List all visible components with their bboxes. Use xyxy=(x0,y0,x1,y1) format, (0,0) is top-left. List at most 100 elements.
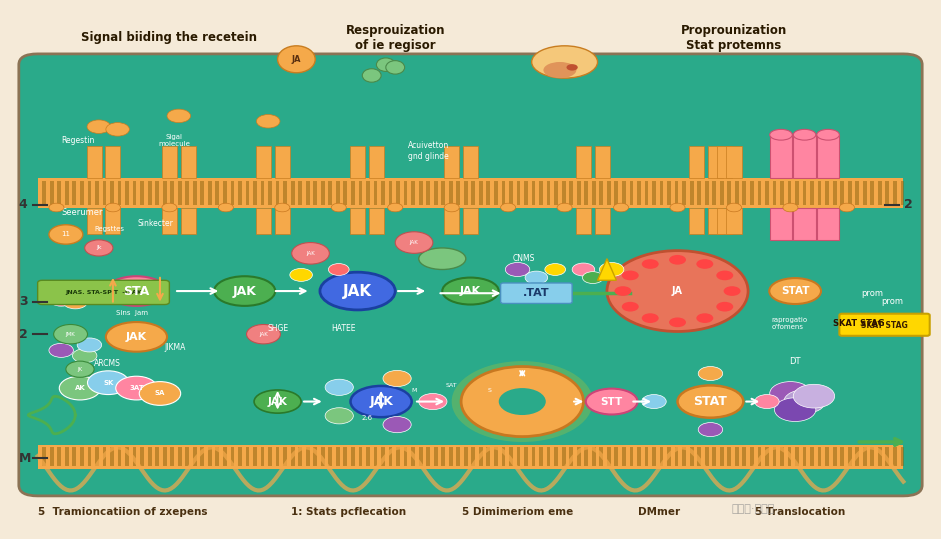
Circle shape xyxy=(505,262,530,277)
Bar xyxy=(795,181,799,205)
Circle shape xyxy=(669,255,686,265)
Bar xyxy=(817,135,839,178)
Text: Sigal
molecule: Sigal molecule xyxy=(158,134,190,147)
Ellipse shape xyxy=(544,62,576,78)
Circle shape xyxy=(331,203,346,212)
Text: AK: AK xyxy=(74,385,86,391)
Bar xyxy=(742,181,746,205)
Bar xyxy=(369,146,384,178)
Bar xyxy=(162,208,177,234)
Bar xyxy=(717,146,732,178)
Bar xyxy=(351,447,355,466)
Bar xyxy=(162,146,177,178)
Bar xyxy=(577,181,581,205)
Bar xyxy=(444,208,459,234)
Text: STA: STA xyxy=(123,285,150,298)
Bar xyxy=(758,447,761,466)
Bar xyxy=(350,146,365,178)
Bar xyxy=(118,447,121,466)
Circle shape xyxy=(63,295,88,309)
Text: Jk: Jk xyxy=(96,245,102,251)
Circle shape xyxy=(218,203,233,212)
Bar xyxy=(170,181,174,205)
Ellipse shape xyxy=(817,129,839,140)
Bar xyxy=(419,181,423,205)
Bar xyxy=(246,447,249,466)
Bar xyxy=(848,447,852,466)
Bar xyxy=(471,181,475,205)
Bar xyxy=(576,208,591,234)
Circle shape xyxy=(582,272,603,284)
Circle shape xyxy=(326,407,354,424)
Text: Resprouization
of ie regisor: Resprouization of ie regisor xyxy=(345,24,445,52)
Bar xyxy=(463,208,478,234)
Bar xyxy=(193,181,197,205)
Text: 4: 4 xyxy=(19,198,27,211)
Bar xyxy=(163,181,167,205)
Circle shape xyxy=(452,361,593,442)
Bar xyxy=(298,181,302,205)
Bar xyxy=(256,208,271,234)
Bar xyxy=(291,181,295,205)
Bar xyxy=(95,447,99,466)
Bar xyxy=(793,208,816,240)
Bar xyxy=(374,181,377,205)
Text: JAK: JAK xyxy=(460,286,481,296)
Circle shape xyxy=(770,382,811,405)
Circle shape xyxy=(716,271,733,280)
Bar xyxy=(404,181,407,205)
Bar xyxy=(727,181,731,205)
Bar xyxy=(863,447,867,466)
Bar xyxy=(675,181,678,205)
Bar xyxy=(404,447,407,466)
Bar xyxy=(148,447,152,466)
Bar xyxy=(773,181,776,205)
Bar xyxy=(712,447,716,466)
Bar xyxy=(261,181,264,205)
Ellipse shape xyxy=(585,389,638,414)
Circle shape xyxy=(698,423,723,437)
Text: prom: prom xyxy=(882,298,903,306)
Bar xyxy=(765,447,769,466)
Ellipse shape xyxy=(167,109,190,122)
Bar xyxy=(720,447,724,466)
Bar xyxy=(795,447,799,466)
Text: 1: Stats pcflecation: 1: Stats pcflecation xyxy=(291,507,406,517)
Bar xyxy=(268,447,272,466)
Circle shape xyxy=(383,417,411,433)
Bar xyxy=(780,447,784,466)
Bar xyxy=(840,181,844,205)
Bar xyxy=(652,447,656,466)
Circle shape xyxy=(572,263,595,276)
Bar xyxy=(675,447,678,466)
Bar xyxy=(780,181,784,205)
Ellipse shape xyxy=(254,390,301,413)
Bar xyxy=(517,447,520,466)
Bar xyxy=(682,447,686,466)
Bar xyxy=(509,447,513,466)
Bar xyxy=(321,181,325,205)
Bar xyxy=(712,181,716,205)
Bar xyxy=(727,447,731,466)
Text: .TAT: .TAT xyxy=(523,288,550,298)
Circle shape xyxy=(419,393,447,410)
Text: SAT: SAT xyxy=(446,383,457,388)
Circle shape xyxy=(642,259,659,269)
Ellipse shape xyxy=(566,64,578,71)
Bar xyxy=(140,181,144,205)
Ellipse shape xyxy=(769,278,821,304)
Text: JMK: JMK xyxy=(66,331,75,337)
Bar xyxy=(742,447,746,466)
Text: STT: STT xyxy=(600,397,623,406)
Bar xyxy=(817,208,839,240)
Bar xyxy=(689,208,704,234)
Bar xyxy=(328,181,332,205)
Bar xyxy=(818,447,821,466)
Bar xyxy=(569,181,573,205)
Bar xyxy=(464,447,468,466)
Bar xyxy=(479,181,483,205)
Bar xyxy=(396,181,400,205)
Bar xyxy=(253,181,257,205)
Bar xyxy=(65,181,69,205)
Circle shape xyxy=(545,264,566,275)
